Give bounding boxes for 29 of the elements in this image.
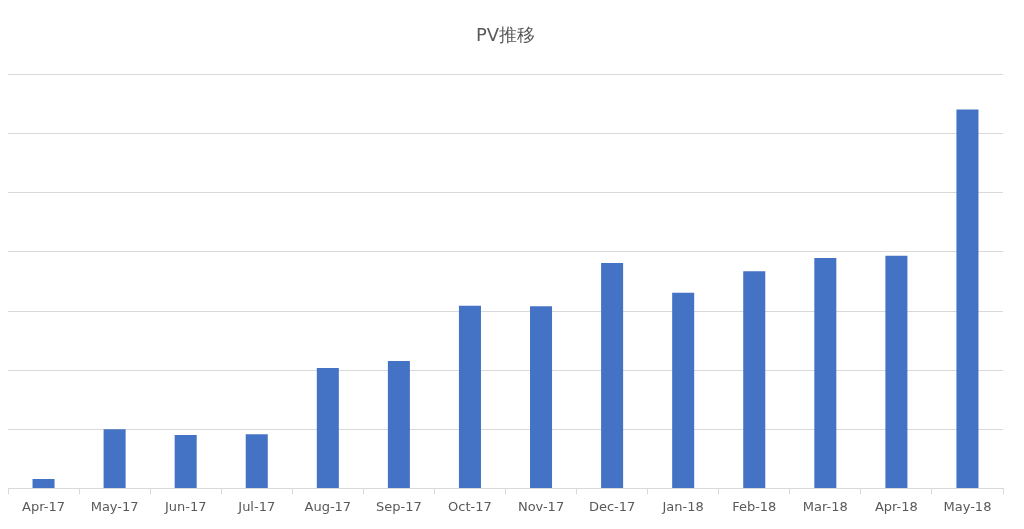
x-tick-label: Mar-18 (802, 498, 848, 514)
x-tick-label: Apr-18 (874, 498, 918, 514)
bar (530, 306, 553, 488)
bar (814, 258, 837, 488)
bar (743, 271, 766, 488)
bar (601, 262, 624, 488)
x-tick-label: Nov-17 (517, 498, 565, 514)
x-tick-label: Feb-18 (732, 498, 777, 514)
bar (458, 305, 481, 488)
x-tick-label: Aug-17 (304, 498, 352, 514)
bar (245, 434, 268, 488)
x-tick-label: Jun-17 (163, 498, 207, 514)
x-tick-label: Dec-17 (588, 498, 636, 514)
x-tick-label: Oct-17 (448, 498, 492, 514)
x-tick-label: Jul-17 (237, 498, 276, 514)
bar (956, 109, 979, 488)
bar (885, 255, 908, 488)
bar (174, 434, 197, 488)
x-tick-label: Apr-17 (22, 498, 65, 514)
x-tick-label: Jan-18 (661, 498, 704, 514)
bar (103, 429, 126, 488)
bar (32, 478, 55, 488)
x-tick-label: May-18 (943, 498, 992, 514)
chart-title: PV推移 (475, 24, 536, 46)
x-tick-label: May-17 (90, 498, 139, 514)
bar (316, 367, 339, 488)
bar (672, 292, 695, 488)
x-tick-label: Sep-17 (376, 498, 422, 514)
bar (387, 361, 410, 488)
